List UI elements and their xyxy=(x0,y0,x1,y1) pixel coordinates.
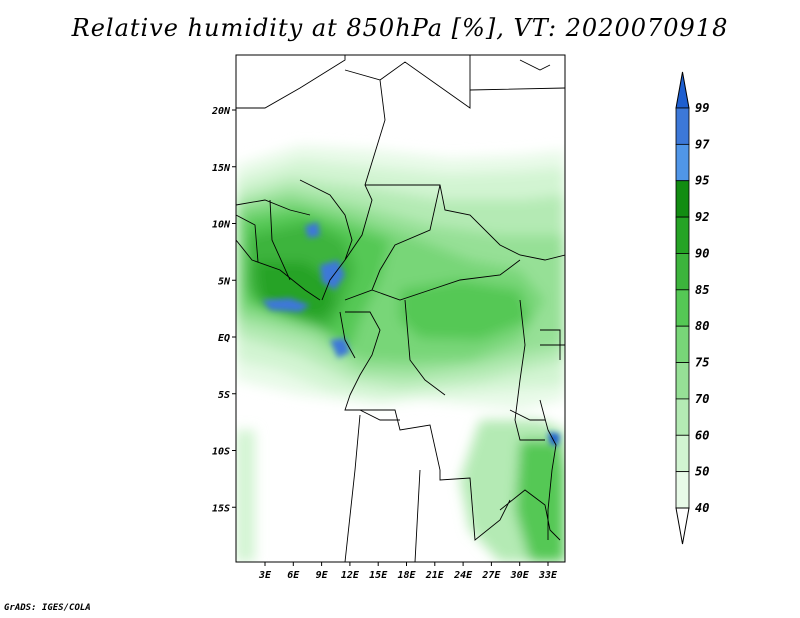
lat-tick-label: 10N xyxy=(212,220,231,231)
colorbar-label: 40 xyxy=(695,501,709,515)
lat-tick-label: 5S xyxy=(218,390,230,401)
lon-tick-label: 9E xyxy=(316,570,329,581)
colorbar-bottom-arrow xyxy=(675,507,690,545)
lon-tick-label: 3E xyxy=(258,570,272,581)
lat-tick-label: 15S xyxy=(212,503,230,514)
lon-tick-label: 21E xyxy=(425,570,445,581)
map-title: Relative humidity at 850hPa [%], VT: 202… xyxy=(71,14,729,42)
colorbar: 99 97 95 92 90 85 80 75 70 60 50 40 xyxy=(675,71,710,545)
country-borders xyxy=(236,55,565,562)
humidity-field xyxy=(236,145,565,562)
lat-ticks: 20N 15N 10N 5N EQ 5S 10S 15S xyxy=(211,106,236,514)
lon-ticks: 3E 6E 9E 12E 15E 18E 21E 24E 27E 30E 33E xyxy=(258,562,558,581)
lat-tick-label: 10S xyxy=(212,447,230,458)
lon-tick-label: 33E xyxy=(538,570,558,581)
lat-tick-label: 5N xyxy=(218,276,231,287)
colorbar-label: 97 xyxy=(695,137,710,151)
lat-tick-label: 20N xyxy=(211,106,231,117)
colorbar-label: 92 xyxy=(695,210,709,224)
colorbar-label: 95 xyxy=(695,174,709,188)
colorbar-top-arrow xyxy=(675,71,690,109)
map-frame xyxy=(235,54,566,563)
lon-tick-label: 27E xyxy=(481,570,501,581)
colorbar-swatch xyxy=(675,143,690,182)
lon-tick-label: 18E xyxy=(397,570,416,581)
colorbar-label: 60 xyxy=(695,428,709,442)
colorbar-label: 70 xyxy=(695,392,709,406)
lat-tick-label: EQ xyxy=(218,333,230,344)
grads-credit: GrADS: IGES/COLA xyxy=(4,603,91,613)
rh-band-95-cameroon xyxy=(320,260,345,290)
rh-band-92 xyxy=(400,280,530,340)
colorbar-swatch xyxy=(675,180,690,218)
rh-band-95-gabon xyxy=(330,338,350,358)
colorbar-label: 85 xyxy=(695,283,709,297)
colorbar-swatch xyxy=(675,253,690,291)
colorbar-swatch xyxy=(675,216,690,254)
lon-tick-label: 30E xyxy=(510,570,530,581)
colorbar-swatch xyxy=(675,398,690,436)
colorbar-label: 90 xyxy=(695,246,709,260)
lon-tick-label: 6E xyxy=(287,570,300,581)
colorbar-swatch xyxy=(675,325,690,363)
border-lines xyxy=(236,55,565,562)
colorbar-label: 75 xyxy=(695,356,709,370)
colorbar-swatch xyxy=(675,471,690,509)
colorbar-label: 50 xyxy=(695,465,709,479)
rh-west-coast xyxy=(236,430,255,562)
lon-tick-label: 24E xyxy=(453,570,473,581)
rh-band-95-gulf xyxy=(262,298,310,312)
colorbar-label: 99 xyxy=(695,101,709,115)
colorbar-label: 80 xyxy=(695,319,709,333)
rh-band-97-north xyxy=(305,222,320,238)
lat-tick-label: 15N xyxy=(212,163,231,174)
colorbar-swatch xyxy=(675,434,690,473)
colorbar-swatch xyxy=(675,107,690,145)
lon-tick-label: 12E xyxy=(341,570,360,581)
colorbar-swatch xyxy=(675,362,690,400)
colorbar-swatch xyxy=(675,289,690,327)
lon-tick-label: 15E xyxy=(369,570,388,581)
